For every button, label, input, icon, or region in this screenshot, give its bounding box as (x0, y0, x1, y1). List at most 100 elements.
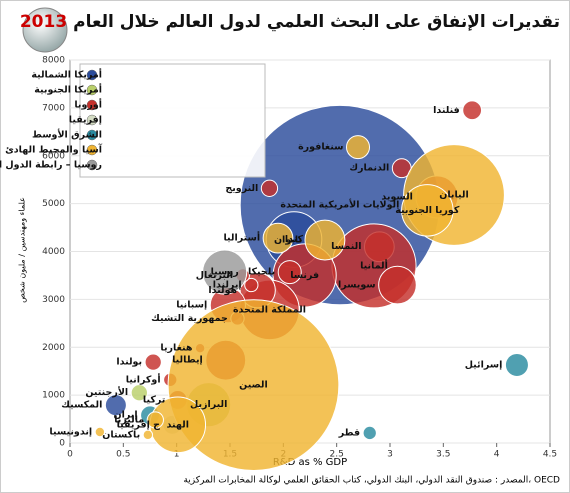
bubble (462, 100, 483, 121)
x-tick-label: 1 (174, 450, 180, 460)
y-axis-label: علماء ومهندسين / مليون شخص (18, 197, 27, 303)
y-tick-label: 7000 (42, 103, 65, 113)
legend-label: أمريكا الجنوبية (34, 83, 102, 96)
x-tick-label: 4 (494, 450, 500, 460)
bubble-label: روسيا (211, 267, 239, 278)
bubble-label: ألمانيا (360, 258, 388, 271)
x-tick-label: 4.5 (543, 450, 557, 460)
chart-title: 2013 تقديرات الإنفاق على البحث العلمي لدو… (20, 12, 560, 32)
bubble-label: الهند (166, 419, 188, 430)
bubble (504, 352, 529, 377)
bubble (401, 184, 454, 237)
bubble-label: هولندا (208, 285, 237, 296)
bubble-label: إيطاليا (172, 355, 203, 366)
bubble-label: الدنمارك (349, 163, 389, 174)
bubble-label: جمهورية التشيك (151, 313, 228, 324)
bubble-label: الولايات الأمريكية المتحدة (280, 199, 399, 211)
bubble-label: ج إفريقيا (117, 419, 161, 430)
legend: أمريكا الشمالية أمريكا الجنوبية أوروبا إفري… (0, 63, 266, 178)
bubble (277, 260, 302, 285)
bubble (262, 222, 294, 254)
bubble-label: كوريا الجنوبية (395, 205, 460, 216)
y-tick-label: 8000 (42, 56, 65, 66)
bubble (304, 219, 346, 261)
bubble (167, 299, 340, 471)
bubble-label: المملكة المتحدة (233, 304, 306, 315)
y-tick-label: 2000 (42, 343, 65, 353)
source: المصدر : صندوق النقد الدولي، البنك الدول… (183, 476, 560, 486)
bubble (244, 277, 259, 293)
y-tick-label: 4000 (42, 247, 65, 257)
y-tick-label: 0 (59, 439, 65, 449)
bubble-label: فرنسا (290, 270, 319, 281)
bubble-label: المكسيك (61, 400, 102, 411)
legend-swatch (86, 129, 98, 141)
title-text: تقديرات الإنفاق على البحث العلمي لدول ال… (73, 12, 560, 32)
y-tick-label: 5000 (42, 199, 65, 209)
bubble-label: أستراليا (223, 231, 260, 244)
y-tick-label: 3000 (42, 295, 65, 305)
bubble-label: اليابان (439, 190, 469, 201)
bubble (144, 353, 162, 371)
bubble-label: بولندا (116, 357, 142, 368)
bubble-label: بلجيكا (248, 267, 275, 278)
legend-label: روسيا – رابطة الدول المستقلة (0, 160, 102, 171)
bubble-label: الصين (239, 380, 268, 391)
bubble-label: ماليزيا (114, 415, 144, 426)
bubble (345, 135, 371, 160)
bubble-label: قطر (338, 427, 360, 438)
bubble-label: باكستان (102, 429, 140, 440)
bubble (104, 394, 127, 417)
title-year: 2013 (20, 12, 67, 32)
legend-box (79, 63, 266, 178)
legend-label: آسيا والمحيط الهادئ (5, 143, 103, 156)
bubble (202, 249, 248, 295)
legend-swatch (86, 84, 98, 96)
bubble-label: إندونيسيا (49, 426, 92, 437)
bubble-label: البرازيل (190, 399, 227, 410)
bubble-label: هنغاريا (160, 343, 192, 354)
x-axis-label: R&D as % GDP (273, 457, 347, 468)
bubble (378, 265, 417, 305)
bubble (130, 384, 148, 402)
x-tick-label: 3 (387, 450, 393, 460)
globe-icon (22, 7, 68, 53)
legend-label: إفريقيا (69, 115, 102, 126)
bubble-label: النمسا (331, 241, 361, 252)
x-tick-label: 3.5 (436, 450, 450, 460)
legend-label: الشرق الأوسط (32, 129, 102, 141)
legend-swatch (86, 69, 98, 81)
bubble-label: إيران (113, 410, 137, 421)
bubble-label: سنغافورة (298, 142, 343, 153)
bubble-label: إسرائيل (465, 359, 503, 370)
bubble-label: كندا (285, 234, 304, 245)
bubble-label: البرتغال (196, 270, 233, 281)
y-tick-label: 1000 (42, 391, 65, 401)
legend-label: أوروبا (74, 98, 102, 111)
bubble (362, 425, 377, 441)
x-tick-label: 2.5 (330, 450, 344, 460)
bubble-label: إسبانيا (176, 300, 207, 311)
bubble-label: سويسرا (338, 280, 376, 291)
bubble-label: تايوان (274, 235, 302, 246)
legend-swatch (86, 144, 98, 156)
y-tick-label: 6000 (42, 151, 65, 161)
bubble-label: تركيا (143, 394, 165, 405)
bubble-label: إيرلندا (213, 280, 242, 291)
legend-swatch (86, 159, 98, 171)
bubble (94, 426, 106, 438)
legend-swatch (86, 99, 98, 111)
bubble (146, 411, 164, 429)
bubble-label: النرويج (225, 183, 258, 194)
legend-label: أمريكا الشمالية (31, 68, 102, 81)
bubble-label: السويد (381, 191, 413, 202)
bubble-label: أوكرانيا (126, 372, 161, 385)
bubble-label: الأرجنتين (85, 386, 128, 398)
bubble (142, 429, 154, 441)
legend-swatch (86, 114, 98, 126)
x-tick-label: 0 (67, 450, 73, 460)
bubble (260, 179, 279, 197)
bubble-label: فنلندا (433, 105, 460, 116)
x-tick-label: 0.5 (116, 450, 130, 460)
